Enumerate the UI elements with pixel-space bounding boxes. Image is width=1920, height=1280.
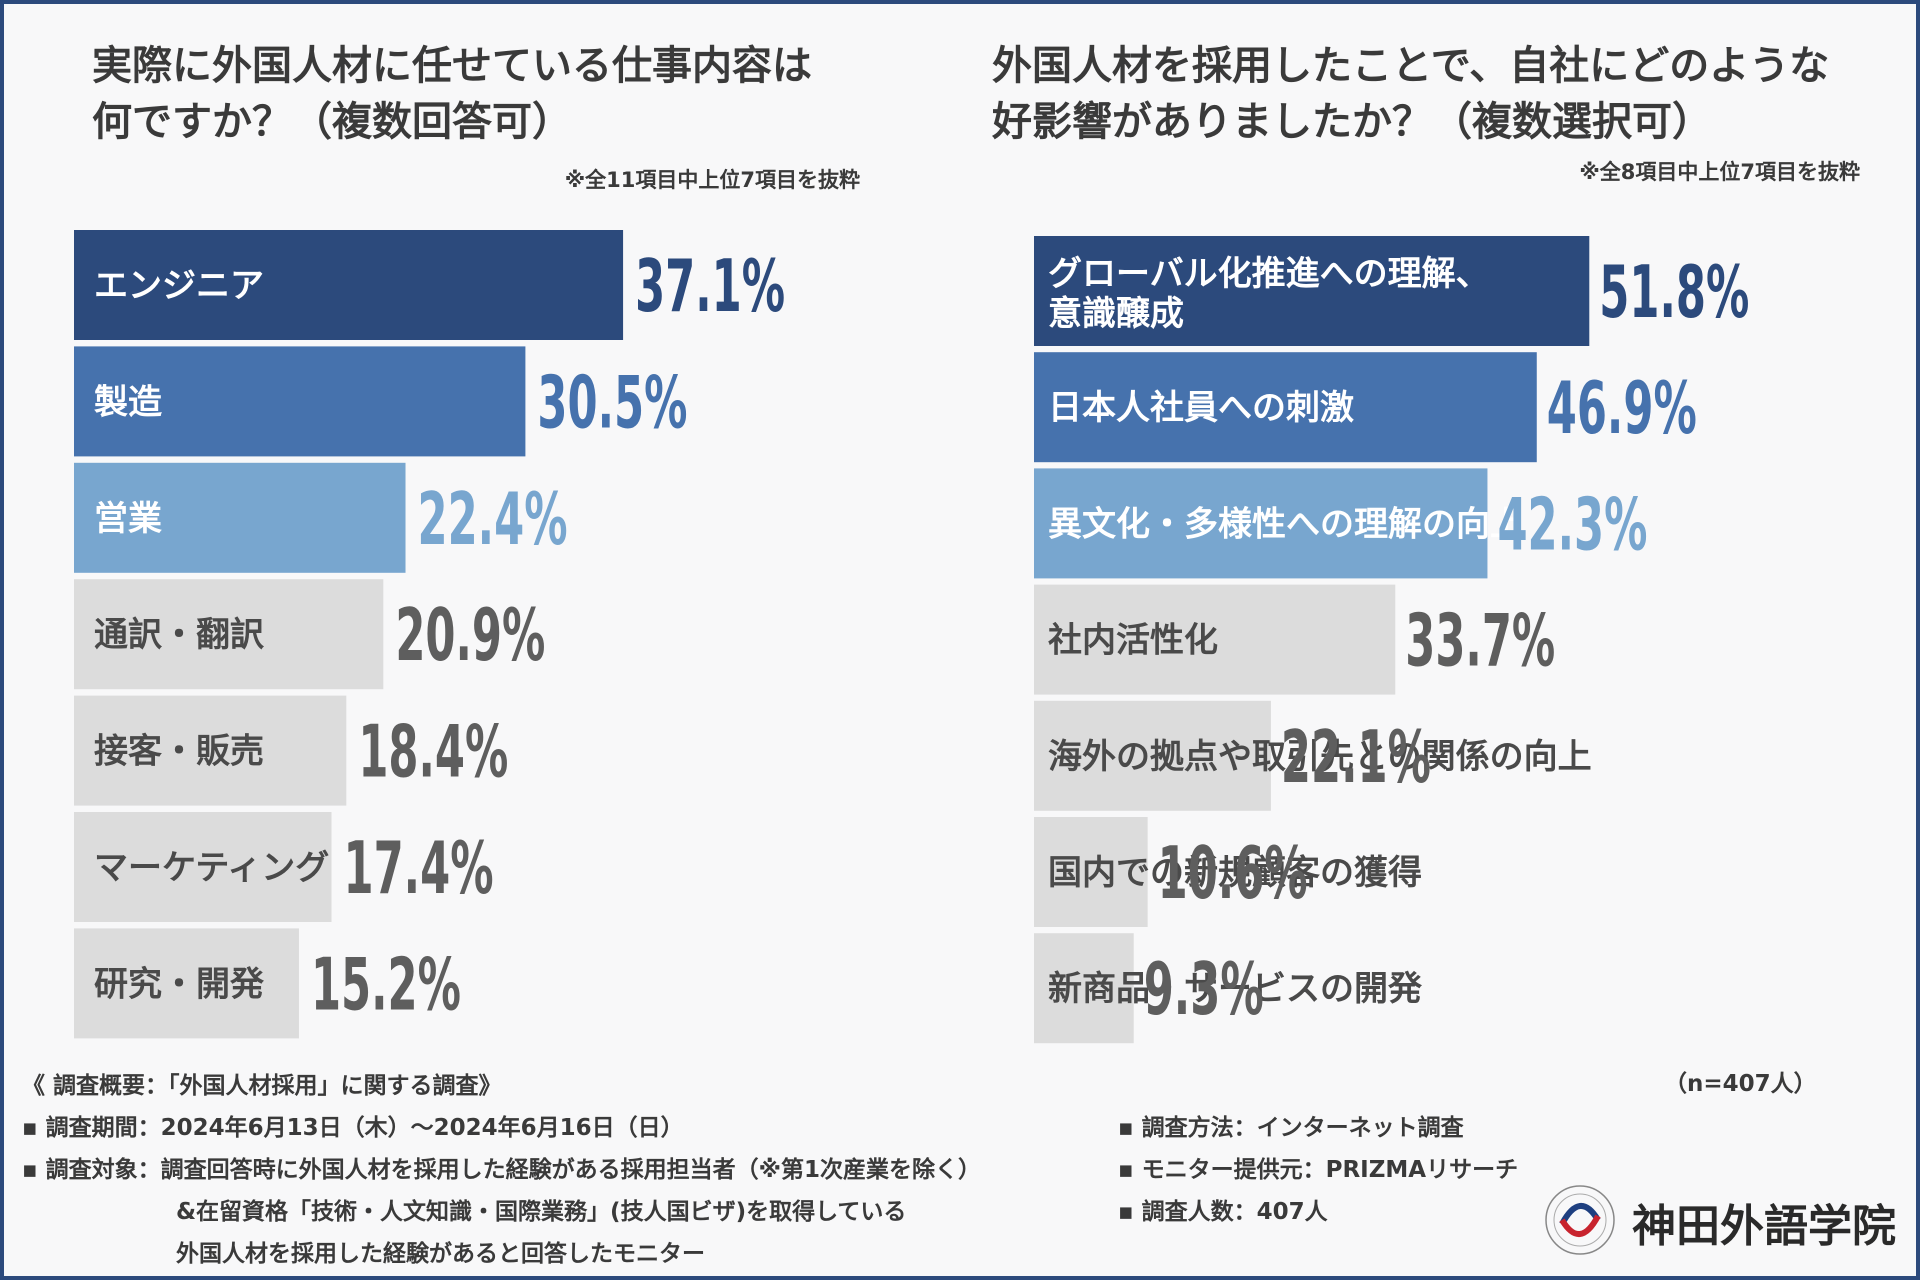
right-value-label-5: 22.1% — [1281, 715, 1431, 799]
right-bar-label-5: 海外の拠点や取引先との関係の向上 — [1048, 737, 1592, 777]
left-bar-label-7: 研究・開発 — [94, 964, 265, 1004]
right-bar-label-7: 新商品・サービスの開発 — [1048, 969, 1423, 1009]
left-bar-6 — [74, 812, 332, 922]
left-bar-label-1: エンジニア — [94, 266, 264, 306]
right-bar-label-6: 国内での新規顧客の獲得 — [1048, 853, 1422, 893]
left-bar-4 — [74, 579, 384, 690]
right-value-label-6: 10.6% — [1158, 831, 1308, 915]
left-bar-label-2: 製造 — [94, 382, 162, 422]
left-bar-label-3: 営業 — [94, 499, 162, 539]
right-value-label-1: 51.8% — [1599, 250, 1749, 334]
left-value-label-7: 15.2% — [311, 942, 461, 1026]
right-bar-chart: グローバル化推進への理解、意識醸成 51.8% 日本人社員への刺激 46.9% 異文化・… — [1034, 236, 1749, 1044]
right-bar-2 — [1034, 352, 1537, 463]
left-bar-label-4: 通訳・翻訳 — [94, 615, 265, 655]
left-chart-note: ※全11項目中上位7項目を抜粋 — [564, 168, 860, 192]
right-value-label-4: 33.7% — [1405, 599, 1555, 683]
survey-method-block: ▪ 調査方法：インターネット調査 ▪ モニター提供元：PRIZMAリサーチ ▪ … — [1118, 1112, 1518, 1228]
survey-period: ▪ 調査期間：2024年6月13日（木）～2024年6月16日（日） — [22, 1115, 684, 1141]
right-bar-label-2: 日本人社員への刺激 — [1048, 388, 1354, 428]
left-value-label-4: 20.9% — [395, 593, 545, 677]
right-bar-5 — [1034, 700, 1271, 811]
right-bar-label-4: 社内活性化 — [1048, 621, 1218, 661]
right-bar-7 — [1034, 933, 1134, 1044]
survey-count: ▪ 調査人数：407人 — [1118, 1199, 1328, 1225]
left-bar-7 — [74, 928, 299, 1039]
school-logo: 神田外語学院 — [1540, 1180, 1900, 1260]
right-bar-3 — [1034, 468, 1488, 579]
right-value-label-2: 46.9% — [1547, 366, 1697, 450]
left-bar-label-6: マーケティング — [94, 848, 329, 888]
left-value-label-6: 17.4% — [344, 826, 494, 910]
left-bar-3 — [74, 462, 406, 573]
survey-target: ▪ 調査対象：調査回答時に外国人材を採用した経験がある採用担当者（※第1次産業を… — [22, 1157, 981, 1183]
survey-summary: 《 調査概要：「外国人材採用」に関する調査》 ▪ 調査期間：2024年6月13日… — [22, 1070, 981, 1270]
survey-provider: ▪ モニター提供元：PRIZMAリサーチ — [1118, 1157, 1519, 1183]
right-bar-label-3: 異文化・多様性への理解の向上 — [1048, 504, 1524, 544]
left-value-label-2: 30.5% — [537, 360, 687, 444]
sample-size: （n=407人） — [1664, 1071, 1817, 1097]
right-value-label-7: 9.3% — [1144, 947, 1264, 1031]
survey-target-cont-2: 外国人材を採用した経験があると回答したモニター — [176, 1241, 705, 1267]
right-bar-1 — [1034, 236, 1590, 346]
right-chart-note: ※全8項目中上位7項目を抜粋 — [1579, 160, 1860, 184]
left-value-label-3: 22.4% — [418, 477, 568, 561]
survey-heading: 《 調査概要：「外国人材採用」に関する調査》 — [22, 1073, 502, 1099]
school-name: 神田外語学院 — [1632, 1201, 1896, 1252]
left-value-label-1: 37.1% — [635, 244, 785, 328]
kanda-emblem-icon — [1545, 1185, 1615, 1255]
right-bar-label-1: グローバル化推進への理解、意識醸成 — [1048, 254, 1490, 334]
right-bar-6 — [1034, 817, 1148, 927]
left-bar-5 — [74, 695, 347, 806]
left-bar-2 — [74, 346, 526, 457]
left-value-label-5: 18.4% — [358, 710, 508, 794]
survey-target-cont-1: &在留資格「技術・人文知識・国際業務」(技人国ビザ)を取得している — [176, 1199, 907, 1225]
survey-method: ▪ 調査方法：インターネット調査 — [1118, 1115, 1464, 1141]
right-chart-title: 外国人材を採用したことで、自社にどのような 好影響がありましたか？（複数選択可） — [992, 43, 1830, 145]
left-bar-chart: エンジニア 37.1% 製造 30.5% 営業 22.4% 通訳・翻訳 20.9% 接客・販売 1… — [74, 230, 785, 1039]
left-bar-label-5: 接客・販売 — [94, 732, 264, 772]
left-bar-1 — [74, 230, 624, 340]
right-bar-4 — [1034, 584, 1396, 695]
right-value-label-3: 42.3% — [1497, 482, 1647, 566]
left-chart-title: 実際に外国人材に任せている仕事内容は 何ですか？（複数回答可） — [92, 43, 812, 145]
